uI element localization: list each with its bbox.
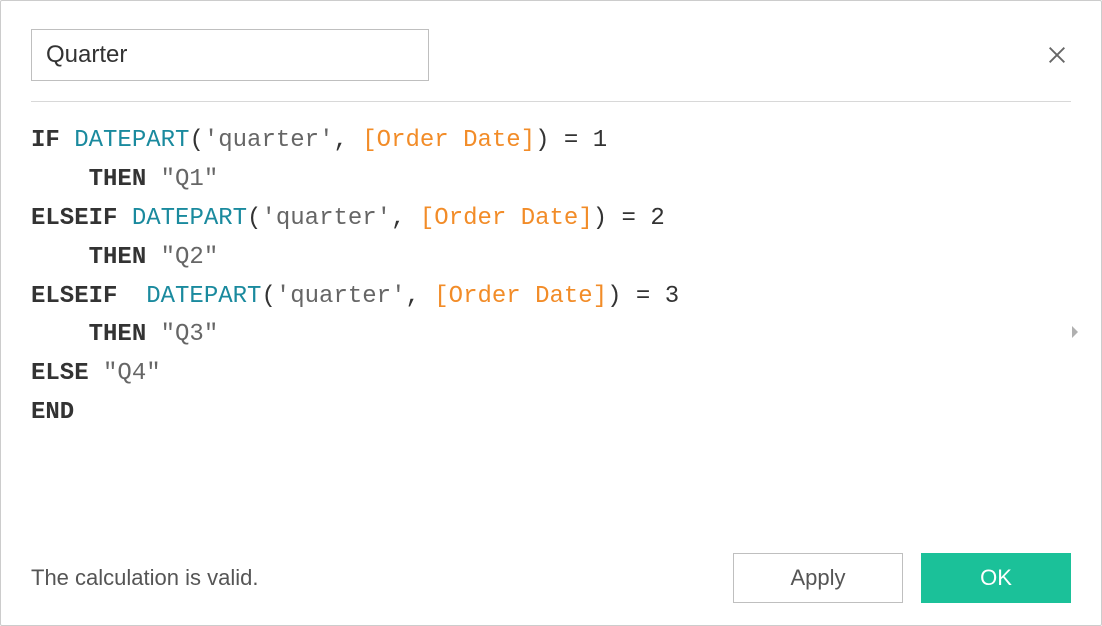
token-fld: [Order Date] — [420, 205, 593, 232]
calculation-editor-dialog: IF DATEPART('quarter', [Order Date]) = 1… — [0, 0, 1102, 626]
token-str: 'quarter' — [261, 205, 391, 232]
formula-editor[interactable]: IF DATEPART('quarter', [Order Date]) = 1… — [31, 122, 1071, 433]
chevron-right-icon — [1070, 324, 1080, 340]
token-lit: "Q4" — [103, 360, 161, 387]
token-op — [31, 244, 89, 271]
apply-button[interactable]: Apply — [733, 553, 903, 603]
header-divider — [31, 101, 1071, 102]
token-kw: THEN — [89, 166, 161, 193]
token-op — [31, 166, 89, 193]
token-op: , — [391, 205, 420, 232]
token-lit: "Q3" — [161, 321, 219, 348]
token-op: ( — [247, 205, 261, 232]
token-str: 'quarter' — [276, 283, 406, 310]
token-kw: ELSEIF — [31, 283, 146, 310]
formula-editor-wrap: IF DATEPART('quarter', [Order Date]) = 1… — [31, 122, 1071, 541]
ok-button[interactable]: OK — [921, 553, 1071, 603]
token-kw: ELSE — [31, 360, 103, 387]
token-fld: [Order Date] — [434, 283, 607, 310]
token-lit: "Q1" — [161, 166, 219, 193]
dialog-footer: The calculation is valid. Apply OK — [31, 553, 1071, 603]
token-fld: [Order Date] — [362, 127, 535, 154]
token-fn: DATEPART — [74, 127, 189, 154]
token-op: ) = 2 — [593, 205, 665, 232]
token-lit: "Q2" — [161, 244, 219, 271]
token-kw: THEN — [89, 321, 161, 348]
token-kw: END — [31, 399, 74, 426]
close-button[interactable] — [1043, 41, 1071, 69]
footer-button-group: Apply OK — [733, 553, 1071, 603]
token-op: ) = 1 — [535, 127, 607, 154]
token-kw: ELSEIF — [31, 205, 132, 232]
validation-status: The calculation is valid. — [31, 565, 258, 591]
token-fn: DATEPART — [132, 205, 247, 232]
token-op: ( — [189, 127, 203, 154]
dialog-header — [31, 29, 1071, 81]
token-kw: IF — [31, 127, 74, 154]
token-str: 'quarter' — [204, 127, 334, 154]
token-op: ( — [261, 283, 275, 310]
calculation-name-input[interactable] — [31, 29, 429, 81]
token-fn: DATEPART — [146, 283, 261, 310]
token-op: ) = 3 — [607, 283, 679, 310]
token-kw: THEN — [89, 244, 161, 271]
close-icon — [1046, 44, 1068, 66]
expand-panel-button[interactable] — [1067, 322, 1083, 342]
token-op — [31, 321, 89, 348]
token-op: , — [405, 283, 434, 310]
token-op: , — [333, 127, 362, 154]
